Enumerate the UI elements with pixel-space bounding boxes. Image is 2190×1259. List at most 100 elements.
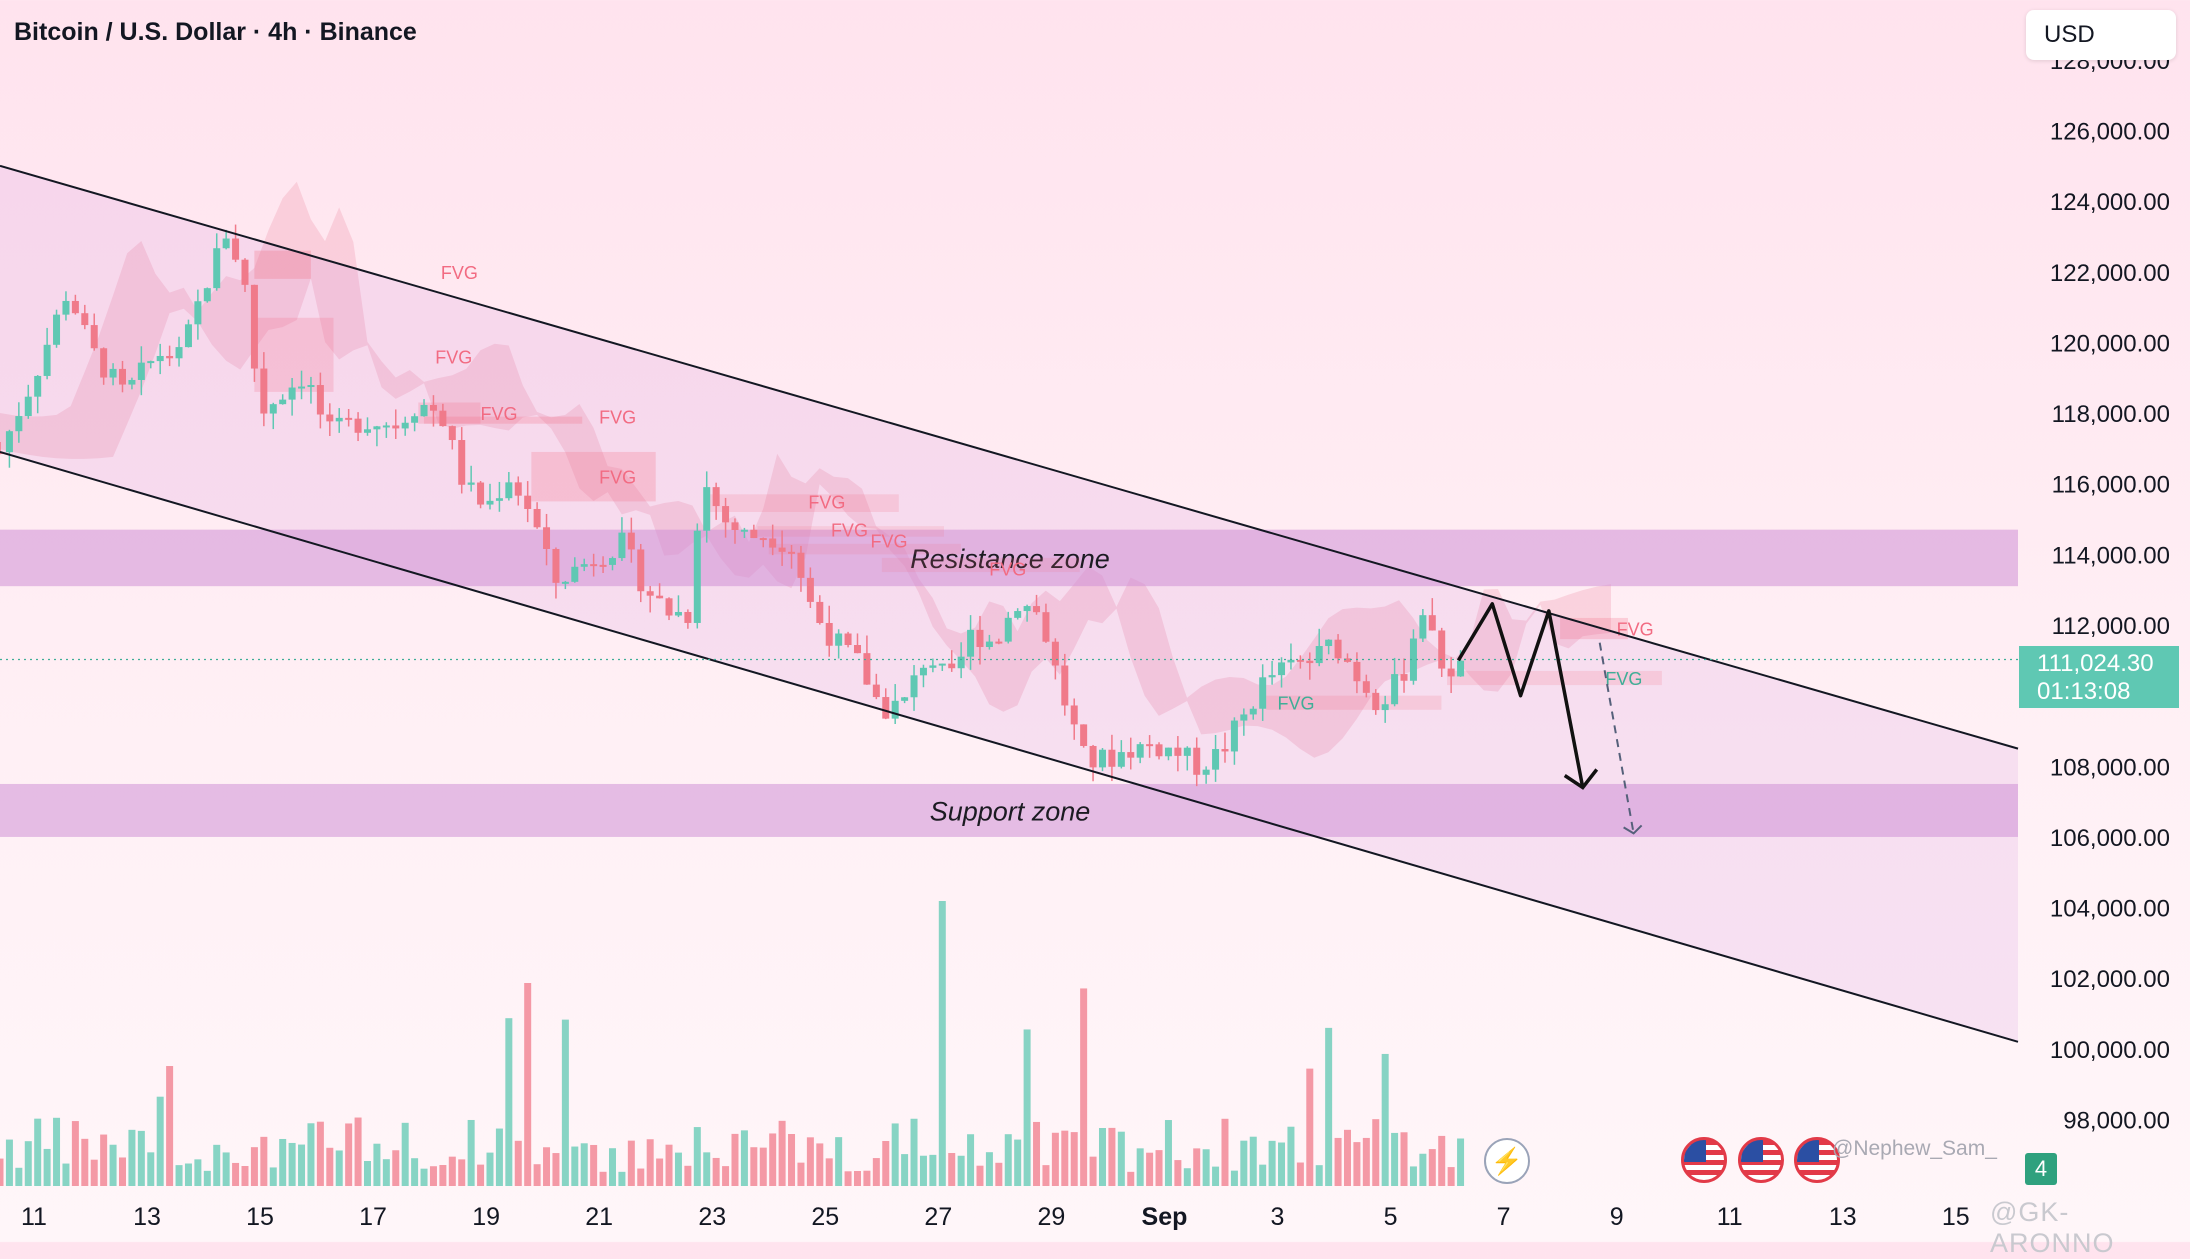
volume-bar [345, 1123, 353, 1186]
volume-bar [740, 1130, 748, 1186]
volume-bar [590, 1144, 598, 1186]
volume-bar [514, 1140, 522, 1186]
volume-bar [1117, 1131, 1125, 1186]
volume-bar [1108, 1127, 1116, 1186]
volume-bar [1457, 1138, 1465, 1186]
volume-bar [411, 1158, 419, 1186]
volume-bar [1400, 1132, 1408, 1186]
candle-body [345, 417, 353, 420]
y-tick-label: 104,000.00 [2050, 896, 2170, 923]
us-flag-event-icon[interactable] [1681, 1137, 1727, 1183]
y-tick-label: 124,000.00 [2050, 189, 2170, 216]
volume-bar [429, 1166, 437, 1186]
candle-body [486, 500, 494, 505]
candle-body [166, 355, 174, 359]
x-tick-label: 25 [811, 1203, 839, 1231]
volume-bar [203, 1170, 211, 1186]
volume-bar [128, 1129, 136, 1186]
y-tick-label: 118,000.00 [2052, 401, 2170, 428]
candle-body [232, 238, 240, 260]
volume-bar [43, 1148, 51, 1186]
candle-body [929, 665, 937, 668]
projection-layer [1456, 602, 1643, 835]
candle-body [608, 558, 616, 565]
volume-bar [1221, 1118, 1229, 1186]
candle-body [194, 301, 202, 325]
volume-bar [335, 1150, 343, 1186]
volume-bar [213, 1144, 221, 1186]
volume-bar [853, 1171, 861, 1186]
volume-bar [458, 1159, 466, 1186]
volume-bar [71, 1121, 79, 1186]
candle-body [1070, 705, 1078, 725]
volume-bar [505, 1018, 513, 1186]
volume-bar [1249, 1136, 1257, 1186]
fvg-label: FVG [599, 408, 636, 428]
candle-body [62, 300, 70, 315]
volume-bar [194, 1159, 202, 1186]
volume-bar [788, 1134, 796, 1186]
volume-bar [759, 1147, 767, 1186]
volume-bar [533, 1164, 541, 1186]
candle-body [1447, 668, 1455, 677]
candle-body [1061, 665, 1069, 706]
candle-body [1212, 749, 1220, 770]
candle-body [985, 641, 993, 648]
fvg-box [881, 557, 1080, 573]
candle-body [646, 591, 654, 596]
candle-body [213, 248, 221, 289]
candle-body [1278, 662, 1286, 676]
volume-bar [1230, 1170, 1238, 1186]
channel-lower-line [0, 450, 2019, 1043]
candle-body [1409, 638, 1417, 681]
x-tick-label: 17 [359, 1203, 387, 1231]
candle-body [298, 386, 306, 389]
volume-bar [561, 1019, 569, 1186]
volume-bar [599, 1171, 607, 1186]
fvg-box [757, 526, 944, 537]
candle-body [147, 361, 155, 364]
candle-body [1183, 747, 1191, 756]
fvg-label: FVG [599, 468, 636, 488]
candle-body [1014, 611, 1022, 618]
candle-body [1174, 747, 1182, 756]
fvg-box [1447, 670, 1662, 686]
candle-body [948, 663, 956, 669]
chart-title: Bitcoin / U.S. Dollar · 4h · Binance [14, 18, 417, 46]
us-flag-event-icon[interactable] [1738, 1137, 1784, 1183]
currency-selector[interactable]: USD [2026, 10, 2176, 60]
x-tick-label: 11 [21, 1203, 47, 1231]
us-flag-event-icon[interactable] [1794, 1137, 1840, 1183]
lightning-icon[interactable]: ⚡ [1484, 1138, 1530, 1184]
candle-body [571, 566, 579, 582]
candle-body [627, 532, 635, 550]
channel-upper-line [0, 164, 2019, 750]
candle-body [693, 530, 701, 623]
candle-body [995, 641, 1003, 644]
volume-bar [156, 1096, 164, 1186]
candle-body [891, 700, 899, 719]
candle-body [788, 551, 796, 554]
volume-bar [53, 1117, 61, 1186]
volume-bar [24, 1141, 32, 1186]
volume-bar [1362, 1137, 1370, 1186]
support-zone [0, 783, 2018, 837]
volume-bar [316, 1121, 324, 1186]
candle-body [722, 506, 730, 523]
candle-body [1400, 674, 1408, 681]
fvg-label: FVG [831, 521, 868, 541]
volume-bar [269, 1167, 277, 1186]
volume-bar [1240, 1140, 1248, 1186]
volume-bar [232, 1162, 240, 1186]
candle-body [910, 675, 918, 698]
volume-bar [373, 1143, 381, 1186]
volume-bar [307, 1123, 315, 1186]
candle-body [543, 527, 551, 549]
volume-bar [646, 1139, 654, 1186]
volume-bar [1023, 1029, 1031, 1186]
x-tick-label: 27 [924, 1203, 952, 1231]
fvg-label: FVG [1605, 669, 1642, 689]
candle-body [1080, 724, 1088, 746]
count-badge[interactable]: 4 [2025, 1153, 2057, 1185]
